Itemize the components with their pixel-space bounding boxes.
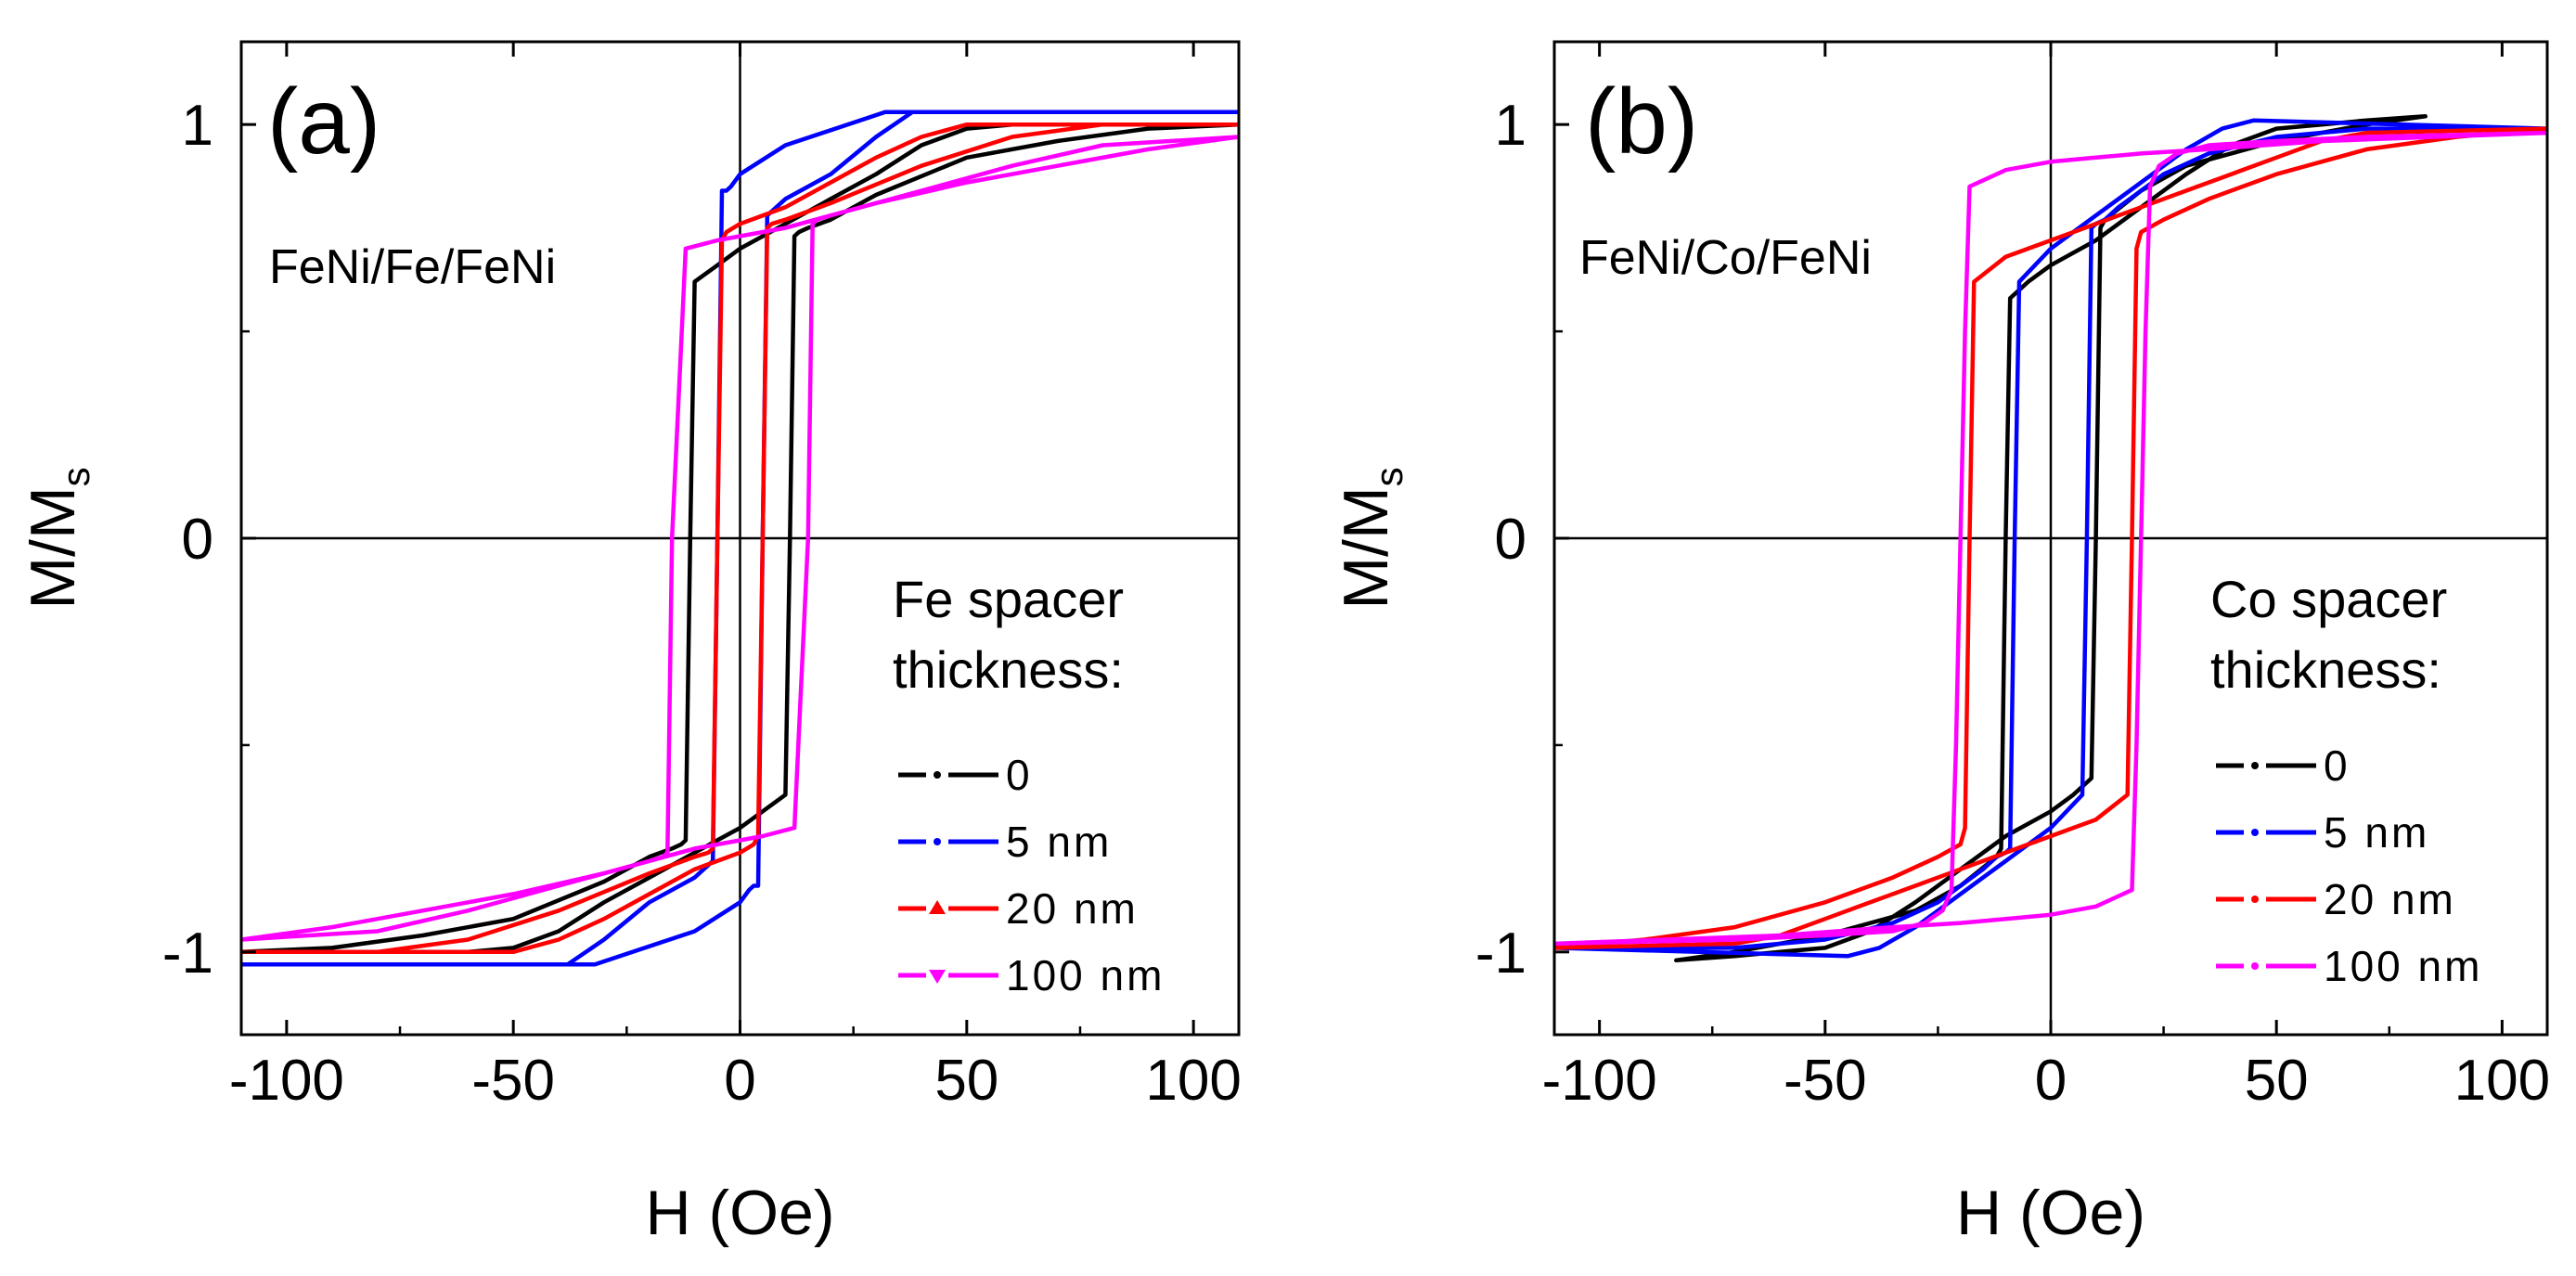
y-axis-label: M/Ms [1331,467,1410,609]
x-tick-label: 0 [724,1049,755,1113]
x-tick-label: 50 [2245,1049,2309,1113]
series-line-1 [241,110,1239,967]
y-tick-label: -1 [1475,922,1526,986]
x-tick-label: 50 [934,1049,998,1113]
panel-label: (b) [1585,70,1698,174]
legend-label: 5 nm [1006,818,1112,866]
legend-swatch-dot [934,771,941,779]
legend-title-line: thickness: [893,640,1124,699]
legend-label: 20 nm [2324,875,2456,923]
legend-label: 100 nm [1006,951,1165,999]
series-line-2 [1554,126,2547,950]
y-axis-label-main: M/M [18,486,88,609]
x-tick-label: -100 [1542,1049,1657,1113]
series-line-1 [1554,118,2547,959]
chart-title: FeNi/Fe/FeNi [269,240,556,294]
series-line-2 [241,122,1239,955]
x-tick-label: 100 [1145,1049,1241,1113]
legend-swatch-dot [2251,829,2259,836]
legend-swatch-dot [2251,762,2259,769]
series-line-3 [241,135,1239,942]
legend-label: 20 nm [1006,884,1139,933]
panel-label: (a) [267,70,380,174]
series-line-3 [1554,130,2547,947]
y-axis-label-main: M/M [1331,486,1401,609]
y-axis-label-subscript: s [1367,467,1410,486]
y-axis-label-subscript: s [54,467,97,486]
y-tick-label: 0 [182,508,213,572]
panel-a: -100 -50 0 50 100 -1 0 1 (a) FeNi/Fe/FeNi H (Oe) M/… [18,40,1242,1248]
legend-marker-triangle-down [929,970,946,984]
x-tick-label: -50 [1784,1049,1867,1113]
x-tick-label: -100 [229,1049,344,1113]
y-tick-label: 1 [182,94,213,158]
legend-label: 5 nm [2324,808,2429,857]
legend-swatch-dot [2251,896,2259,903]
x-tick-label: -50 [471,1049,555,1113]
legend-title-line: Fe spacer [893,570,1124,628]
y-tick-label: 1 [1495,94,1526,158]
x-tick-label: 0 [2035,1049,2067,1113]
x-axis-label: H (Oe) [646,1178,835,1248]
series-group [1554,114,2547,963]
legend-label: 0 [2324,741,2351,790]
legend-marker-triangle-up [929,900,946,914]
panel-b: -100 -50 0 50 100 -1 0 1 (b) FeNi/Co/FeNi H (Oe) M/… [1331,40,2550,1248]
legend-swatch-dot [934,838,941,845]
chart-title: FeNi/Co/FeNi [1579,231,1872,285]
y-tick-label: -1 [162,922,213,986]
y-tick-label: 0 [1495,508,1526,572]
x-axis-label: H (Oe) [1956,1178,2145,1248]
legend-swatch-dot [2251,962,2259,970]
series-group [241,110,1239,967]
legend-title-line: Co spacer [2210,570,2447,628]
legend-label: 0 [1006,751,1033,799]
legend-title-line: thickness: [2210,640,2441,699]
legend-label: 100 nm [2324,942,2482,990]
y-axis-label: M/Ms [18,467,97,609]
x-tick-label: 100 [2454,1049,2550,1113]
